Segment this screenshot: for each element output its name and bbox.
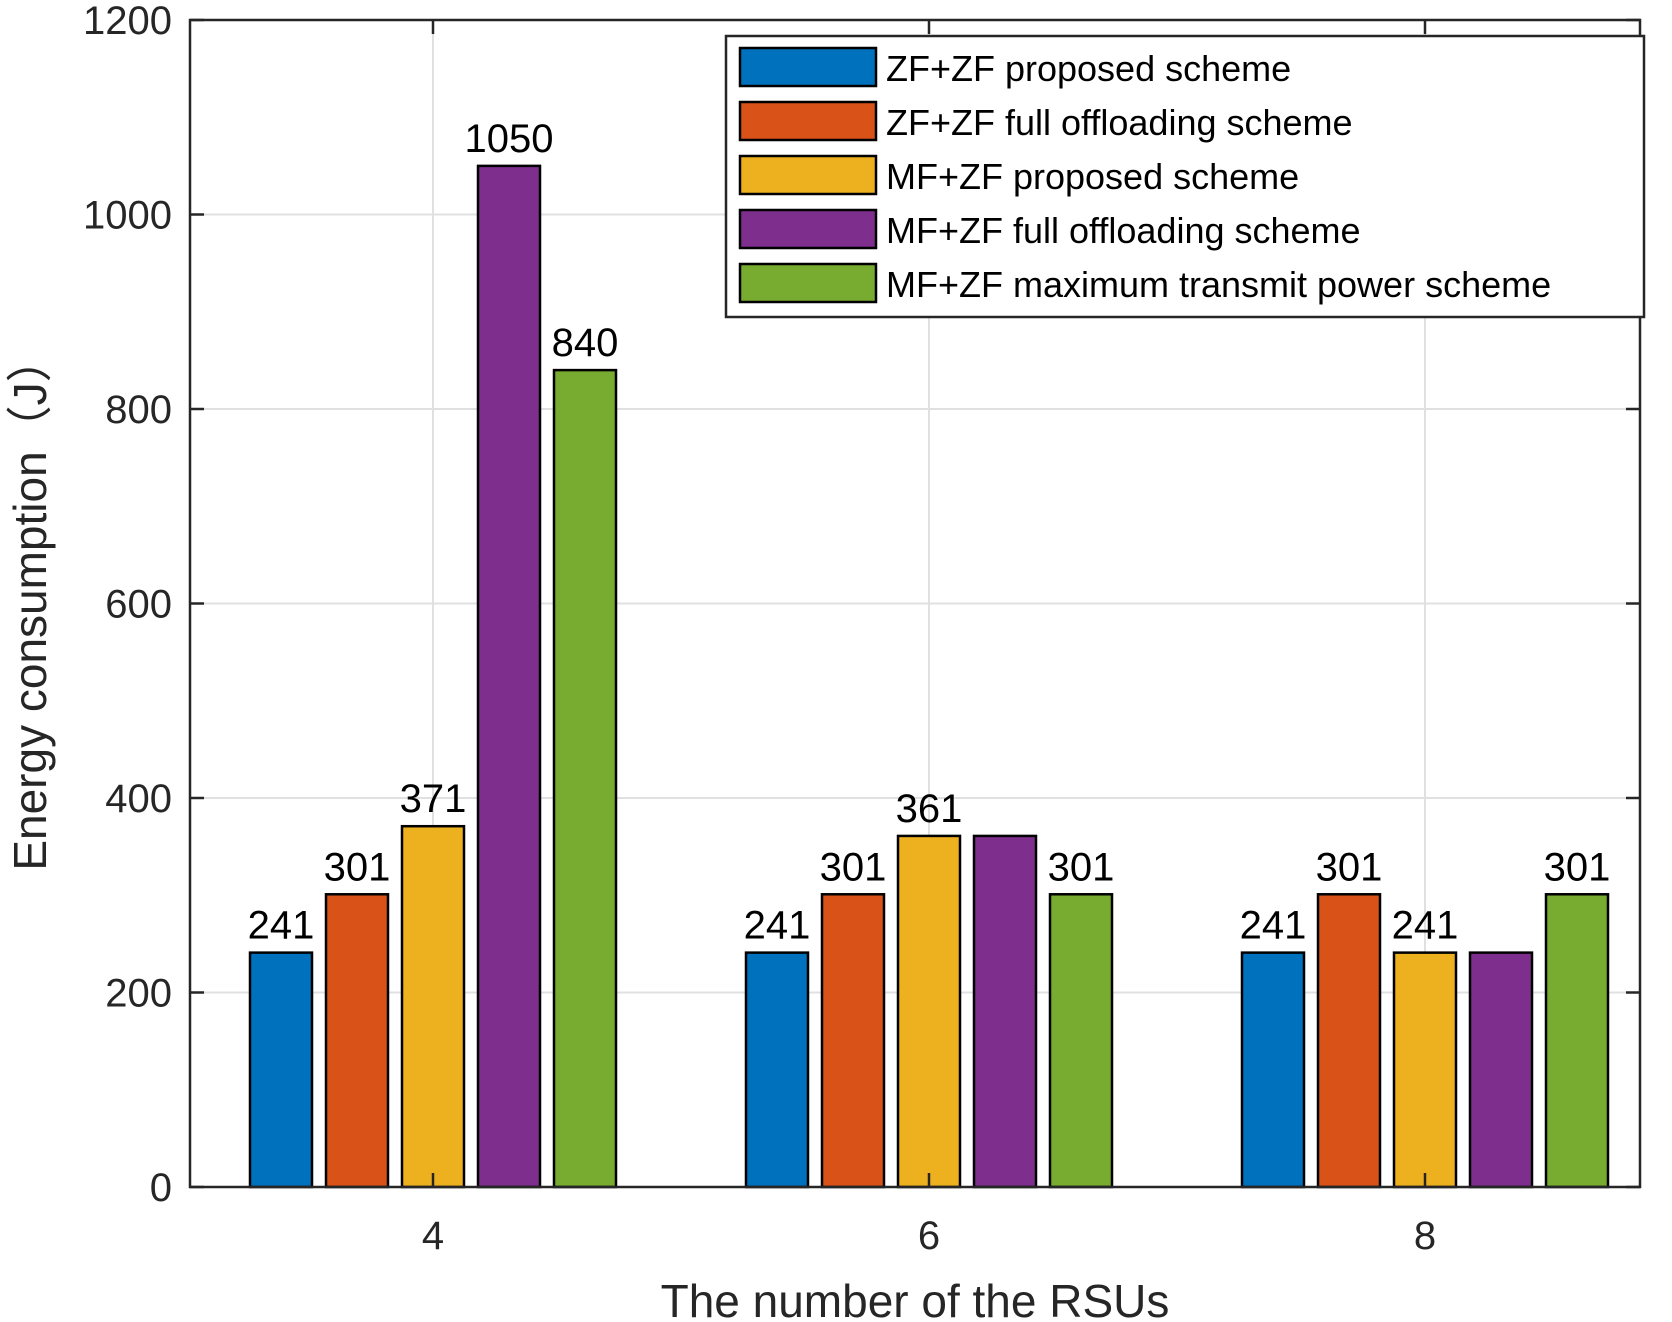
legend-label: MF+ZF full offloading scheme	[886, 210, 1361, 251]
y-axis-title: Energy consumption（J）	[4, 336, 56, 870]
legend-box	[724, 34, 1646, 319]
y-tick-label: 1200	[83, 0, 172, 43]
data-label: 301	[820, 845, 887, 889]
x-tick-label: 8	[1414, 1214, 1436, 1258]
bar	[1544, 893, 1610, 1189]
bar	[1468, 951, 1534, 1189]
data-label: 241	[248, 904, 315, 948]
legend-label: ZF+ZF full offloading scheme	[886, 102, 1353, 143]
x-axis-title: The number of the RSUs	[661, 1275, 1170, 1322]
ticks-layer: 0 200 400 600 800 1000 1200 4 6 8	[83, 0, 1640, 1258]
bar	[744, 951, 810, 1189]
bar	[820, 893, 886, 1189]
y-tick-label: 400	[105, 777, 172, 821]
bar	[476, 164, 542, 1189]
legend-label: MF+ZF maximum transmit power scheme	[886, 264, 1551, 305]
data-label: 1050	[465, 117, 554, 161]
y-tick-label: 200	[105, 972, 172, 1016]
data-label: 371	[400, 777, 467, 821]
x-tick-label: 4	[422, 1214, 444, 1258]
legend-swatch	[738, 208, 878, 250]
y-tick-label: 800	[105, 388, 172, 432]
bar	[400, 824, 466, 1189]
bar	[1048, 893, 1114, 1189]
bar	[1240, 951, 1306, 1189]
legend-label: ZF+ZF proposed scheme	[886, 48, 1291, 89]
bar	[324, 893, 390, 1189]
y-tick-label: 0	[150, 1166, 172, 1210]
x-tick-label: 6	[918, 1214, 940, 1258]
legend-swatch	[738, 154, 878, 196]
y-tick-label: 600	[105, 583, 172, 627]
bar	[1392, 951, 1458, 1189]
bar	[248, 951, 314, 1189]
bar	[896, 834, 962, 1189]
data-label: 301	[324, 845, 391, 889]
data-label: 241	[1240, 904, 1307, 948]
legend: ZF+ZF proposed scheme ZF+ZF full offloadi…	[724, 34, 1646, 319]
legend-label: MF+ZF proposed scheme	[886, 156, 1299, 197]
data-label: 361	[896, 787, 963, 831]
data-label: 301	[1048, 845, 1115, 889]
y-tick-label: 1000	[83, 194, 172, 238]
bar	[1316, 893, 1382, 1189]
legend-swatch	[738, 46, 878, 88]
bar	[552, 368, 618, 1189]
bars-layer	[248, 164, 1610, 1189]
legend-swatch	[738, 262, 878, 304]
data-label: 241	[744, 904, 811, 948]
data-label: 840	[552, 321, 619, 365]
data-label: 301	[1316, 845, 1383, 889]
data-label: 301	[1544, 845, 1611, 889]
data-label: 241	[1392, 904, 1459, 948]
legend-swatch	[738, 100, 878, 142]
bar	[972, 834, 1038, 1189]
